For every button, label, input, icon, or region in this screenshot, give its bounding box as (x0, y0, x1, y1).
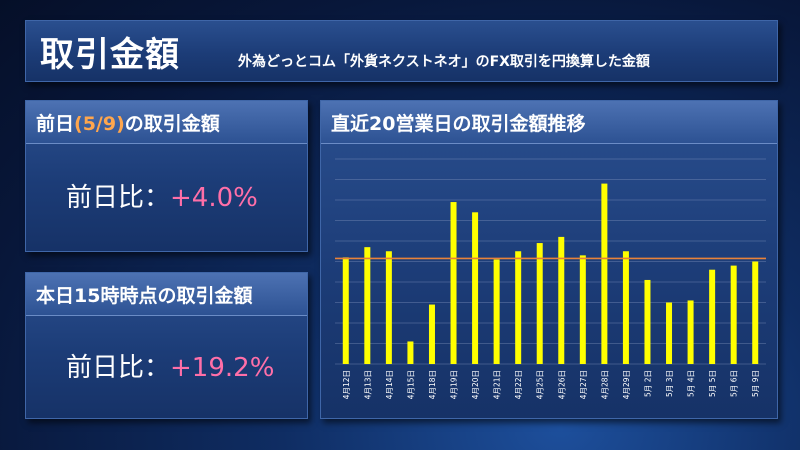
chart-bar (622, 251, 629, 364)
chart-bar (407, 341, 414, 364)
chart-bar (515, 251, 522, 364)
x-tick-label: 4月29日 (622, 370, 631, 399)
x-tick-label: 4月13日 (363, 370, 372, 399)
x-tick-label: 4月15日 (406, 370, 415, 399)
chart-bar (666, 302, 673, 364)
previous-day-ratio-label: 前日比： (66, 183, 171, 213)
x-tick-label: 5月 9日 (751, 370, 760, 397)
today-ratio-value: +19.2% (170, 353, 275, 383)
chart-panel: 直近20営業日の取引金額推移 4月12日 4月13日 4月14日 4月15日 4月18日… (320, 100, 778, 419)
x-tick-label: 4月18日 (428, 370, 437, 399)
chart-bar (644, 279, 651, 364)
page-title: 取引金額 (40, 35, 180, 75)
x-tick-label: 4月14日 (385, 370, 394, 399)
x-tick-label: 5月 3日 (665, 370, 674, 397)
previous-day-ratio-value: +4.0% (170, 183, 258, 213)
title-bar: 取引金額 外為どっとコム「外貨ネクストネオ」のFX取引を円換算した金額 (25, 20, 778, 82)
x-tick-label: 4月20日 (471, 370, 480, 399)
bar-chart: 4月12日 4月13日 4月14日 4月15日 4月18日 4月19日 4月20日 4月21日… (335, 158, 766, 399)
chart-bar (450, 202, 457, 364)
x-tick-label: 4月22日 (514, 370, 523, 399)
today-ratio-label: 前日比： (66, 353, 171, 383)
chart-bar (558, 236, 565, 364)
today-heading: 本日15時時点の取引金額 (36, 285, 253, 307)
chart-bar (601, 183, 608, 364)
chart-bar (709, 269, 716, 364)
chart-heading: 直近20営業日の取引金額推移 (331, 113, 586, 135)
chart-bar (472, 212, 479, 364)
x-tick-label: 4月28日 (600, 370, 609, 399)
chart-panel-header: 直近20営業日の取引金額推移 (321, 101, 777, 144)
chart-bar (342, 257, 349, 364)
previous-day-ratio: 前日比：+4.0% (66, 177, 306, 214)
today-panel-header: 本日15時時点の取引金額 (26, 273, 307, 316)
chart-bar (579, 255, 586, 364)
today-panel: 本日15時時点の取引金額 前日比：+19.2% (25, 272, 308, 419)
previous-day-heading: 前日(5/9)の取引金額 (36, 109, 220, 136)
previous-day-heading-date: (5/9) (74, 113, 125, 135)
chart-bar (385, 251, 392, 364)
x-tick-label: 4月12日 (342, 370, 351, 399)
previous-day-heading-suffix: の取引金額 (124, 113, 220, 135)
previous-day-panel-header: 前日(5/9)の取引金額 (26, 101, 307, 144)
x-tick-label: 4月27日 (579, 370, 588, 399)
previous-day-heading-prefix: 前日 (36, 113, 75, 135)
chart-bar (536, 243, 543, 364)
chart-bar (493, 259, 500, 364)
chart-bar (730, 265, 737, 364)
chart-bar (364, 247, 371, 364)
x-tick-label: 5月 4日 (687, 370, 696, 397)
chart-bar (428, 304, 435, 364)
x-tick-label: 4月25日 (536, 370, 545, 399)
x-tick-label: 4月19日 (450, 370, 459, 399)
previous-day-panel: 前日(5/9)の取引金額 前日比：+4.0% (25, 100, 308, 252)
chart-bar (687, 300, 694, 364)
x-tick-label: 4月26日 (557, 370, 566, 399)
chart-bar (752, 261, 759, 364)
x-tick-label: 4月21日 (493, 370, 502, 399)
x-tick-label: 5月 2日 (643, 370, 652, 397)
today-ratio: 前日比：+19.2% (66, 347, 306, 384)
x-tick-label: 5月 5日 (708, 370, 717, 397)
x-tick-label: 5月 6日 (730, 370, 739, 397)
page-subtitle: 外為どっとコム「外貨ネクストネオ」のFX取引を円換算した金額 (238, 54, 650, 70)
